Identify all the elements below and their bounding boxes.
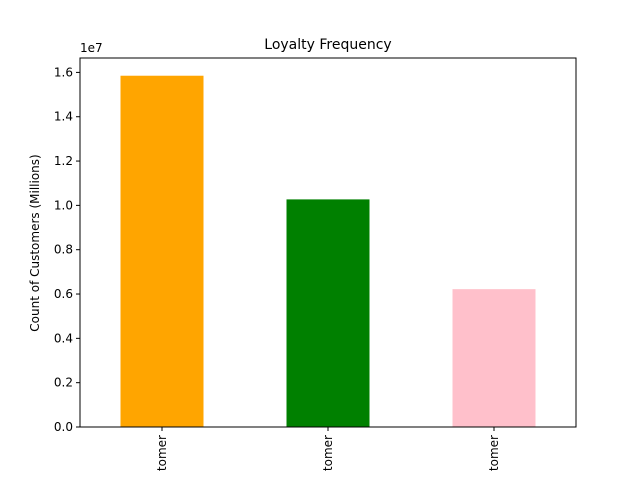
y-tick-label-4: 0.6 — [54, 287, 73, 301]
bar-2 — [286, 199, 370, 427]
plot-frame — [79, 57, 577, 428]
y-tick-label-3: 0.4 — [54, 331, 73, 345]
y-tick-label-1: 0.0 — [54, 420, 73, 434]
y-tick-label-6: 1.0 — [54, 198, 73, 212]
bars-group — [120, 75, 536, 427]
x-tick-label-2: tomer — [321, 435, 335, 471]
y-tick-label-5: 0.8 — [54, 243, 73, 257]
y-ticks-group: 0.0 0.2 0.4 0.6 0.8 1.0 1.2 1.4 1.6 — [54, 65, 80, 434]
chart-title: Loyalty Frequency — [264, 37, 391, 53]
x-tick-label-3: tomer — [487, 435, 501, 471]
y-tick-label-7: 1.2 — [54, 154, 73, 168]
bar-1 — [120, 75, 204, 427]
x-ticks-group: tomer tomer tomer — [155, 427, 501, 471]
y-axis-label: Count of Customers (Millions) — [28, 154, 42, 331]
y-tick-label-2: 0.2 — [54, 376, 73, 390]
bar-3 — [452, 289, 536, 427]
x-tick-label-1: tomer — [155, 435, 169, 471]
y-tick-label-9: 1.6 — [54, 65, 73, 79]
y-axis-offset-label: 1e7 — [80, 41, 103, 55]
y-tick-label-8: 1.4 — [54, 110, 73, 124]
